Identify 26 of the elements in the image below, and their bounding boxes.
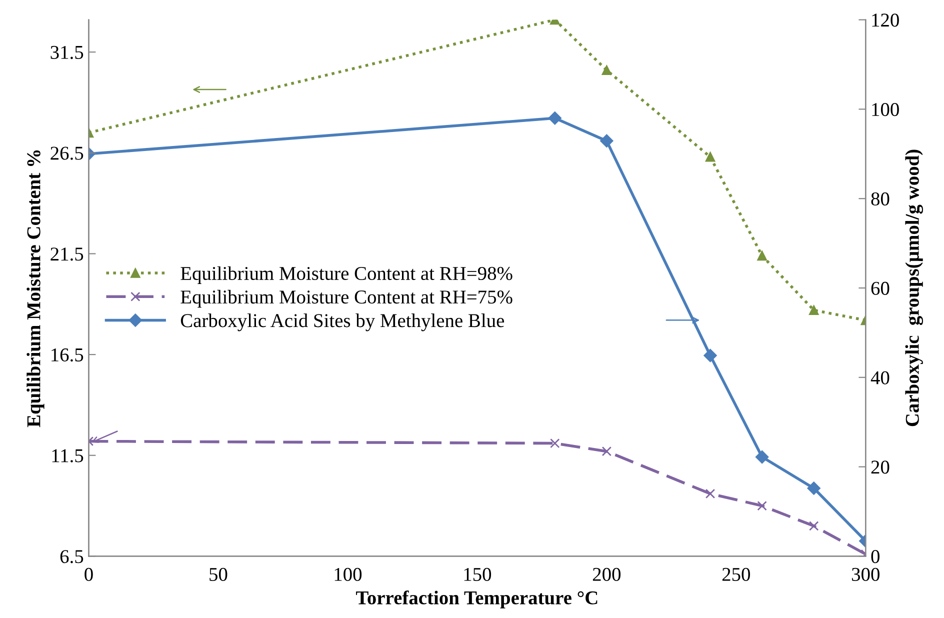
x-tick-label: 250	[722, 568, 750, 581]
y-axis-title: Equilibrium Moisture Content %	[26, 150, 44, 428]
y2-tick-label: 0	[871, 550, 880, 564]
y-tick-label: 16.5	[52, 348, 84, 362]
x-tick-label: 300	[852, 568, 880, 581]
y-tick-label: 11.5	[52, 449, 84, 462]
y-tick-label: 21.5	[50, 248, 84, 261]
y2-tick-label: 80	[871, 192, 890, 206]
y2-tick-label: 20	[871, 460, 890, 474]
y2-tick-label: 40	[870, 371, 890, 384]
legend-label: Equilibrium Moisture Content at RH=98%	[180, 266, 512, 284]
x-tick-label: 150	[464, 568, 492, 581]
y-tick-label: 6.5	[60, 550, 84, 564]
y-tick-label: 26.5	[50, 146, 84, 160]
y-tick-label: 31.5	[50, 46, 84, 60]
legend-label: Equilibrium Moisture Content at RH=75%	[180, 290, 512, 308]
x-tick-label: 200	[592, 568, 621, 581]
legend-label: Carboxylic Acid Sites by Methylene Blue	[180, 314, 504, 332]
x-tick-label: 0	[84, 568, 93, 581]
x-tick-label: 50	[210, 568, 228, 581]
x-axis-title: Torrefaction Temperature °C	[356, 590, 598, 608]
x-tick-label: 100	[334, 568, 362, 581]
y2-tick-label: 60	[871, 282, 890, 295]
y2-axis-title: Carboxylic groups(µmol/g wood)	[905, 150, 924, 426]
y2-tick-label: 100	[872, 102, 899, 116]
y2-tick-label: 120	[872, 14, 899, 27]
